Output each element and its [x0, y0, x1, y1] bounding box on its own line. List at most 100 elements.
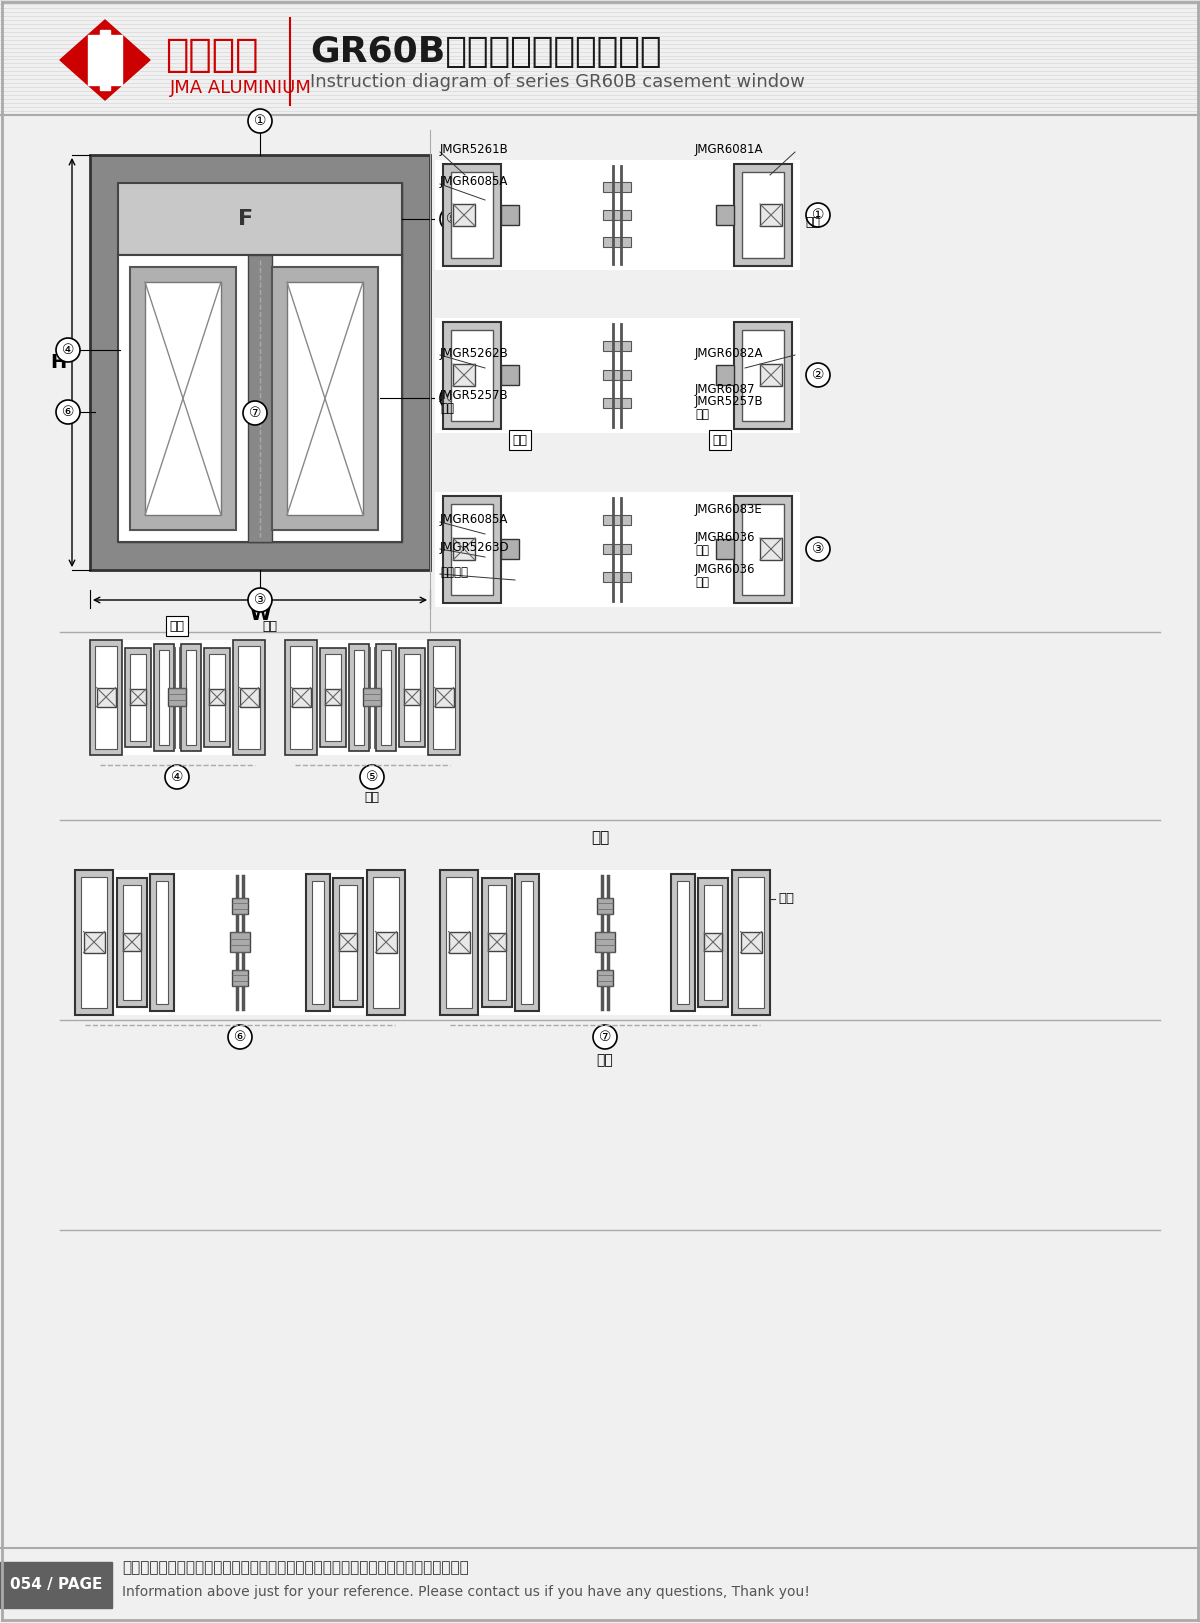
- Bar: [150, 875, 174, 1011]
- Bar: [286, 639, 317, 755]
- Text: ②: ②: [445, 391, 458, 406]
- Circle shape: [166, 764, 190, 789]
- Text: JMGR5257B: JMGR5257B: [695, 396, 763, 409]
- Text: 图中所示型材截面、装配、编号、尺寸及重量仅供参考。如有疑问，请向本公司查询。: 图中所示型材截面、装配、编号、尺寸及重量仅供参考。如有疑问，请向本公司查询。: [122, 1560, 469, 1576]
- Bar: [376, 932, 396, 953]
- Bar: [364, 688, 382, 706]
- Bar: [449, 932, 469, 953]
- Bar: [312, 881, 324, 1005]
- Bar: [248, 255, 272, 542]
- Text: ⑥: ⑥: [234, 1031, 246, 1044]
- Text: F: F: [239, 209, 253, 229]
- Text: W: W: [250, 604, 271, 623]
- Text: ⑤: ⑤: [445, 213, 458, 226]
- Bar: [230, 932, 250, 953]
- Bar: [443, 164, 502, 266]
- Bar: [604, 237, 631, 247]
- Bar: [125, 648, 151, 747]
- Text: 角码: 角码: [695, 544, 709, 557]
- Bar: [306, 875, 330, 1011]
- Bar: [340, 885, 358, 1000]
- Text: JMGR5263D: JMGR5263D: [440, 540, 510, 553]
- Circle shape: [56, 338, 80, 362]
- Text: ⑦: ⑦: [248, 406, 262, 420]
- Text: ①: ①: [811, 208, 824, 222]
- Text: JMGR6083E: JMGR6083E: [695, 503, 763, 516]
- Text: JMGR6085A: JMGR6085A: [440, 175, 509, 188]
- Bar: [292, 688, 311, 706]
- Bar: [290, 646, 312, 748]
- Bar: [168, 688, 186, 706]
- Bar: [232, 971, 248, 987]
- Bar: [90, 639, 265, 755]
- Bar: [95, 646, 118, 748]
- Circle shape: [228, 1026, 252, 1048]
- Bar: [130, 690, 146, 704]
- Bar: [742, 329, 784, 420]
- Text: ④: ④: [170, 769, 184, 784]
- Bar: [286, 639, 460, 755]
- Bar: [349, 644, 370, 751]
- Bar: [100, 29, 110, 89]
- Bar: [181, 644, 202, 751]
- Bar: [440, 870, 770, 1014]
- Bar: [84, 932, 104, 953]
- Text: 054 / PAGE: 054 / PAGE: [10, 1578, 102, 1592]
- Bar: [760, 537, 782, 560]
- Bar: [760, 204, 782, 226]
- Bar: [145, 282, 221, 514]
- Bar: [382, 649, 391, 745]
- Text: JMGR5262B: JMGR5262B: [440, 346, 509, 360]
- Bar: [0, 1561, 112, 1608]
- Text: 角码: 角码: [440, 403, 454, 415]
- Text: JMGR6081A: JMGR6081A: [695, 143, 763, 156]
- Bar: [443, 497, 502, 604]
- Text: JMGR5257B: JMGR5257B: [440, 390, 509, 403]
- Bar: [340, 933, 358, 951]
- Bar: [118, 255, 402, 542]
- Bar: [738, 876, 764, 1008]
- Text: 室外: 室外: [365, 790, 379, 803]
- Bar: [130, 654, 146, 742]
- Bar: [232, 898, 248, 914]
- Bar: [604, 182, 631, 192]
- Bar: [454, 537, 475, 560]
- Circle shape: [248, 588, 272, 612]
- Bar: [742, 505, 784, 596]
- Bar: [154, 644, 174, 751]
- Circle shape: [56, 399, 80, 424]
- Text: 角码: 角码: [695, 576, 709, 589]
- Bar: [698, 878, 728, 1006]
- Text: ③: ③: [253, 592, 266, 607]
- Circle shape: [248, 109, 272, 133]
- Bar: [287, 282, 364, 514]
- Bar: [604, 514, 631, 524]
- Bar: [443, 321, 502, 428]
- Bar: [515, 875, 539, 1011]
- Bar: [595, 932, 616, 953]
- Bar: [598, 971, 613, 987]
- Bar: [488, 933, 506, 951]
- Bar: [604, 398, 631, 407]
- Bar: [325, 654, 341, 742]
- Bar: [734, 321, 792, 428]
- Text: ④: ④: [61, 342, 74, 357]
- Bar: [760, 364, 782, 386]
- Circle shape: [360, 764, 384, 789]
- Bar: [716, 539, 734, 558]
- Text: JMGR6036: JMGR6036: [695, 531, 756, 544]
- Bar: [598, 898, 613, 914]
- Bar: [240, 688, 258, 706]
- Bar: [704, 885, 722, 1000]
- Text: 玻璃: 玻璃: [778, 893, 794, 906]
- Bar: [521, 881, 533, 1005]
- Bar: [238, 646, 260, 748]
- Text: 室外: 室外: [713, 433, 727, 446]
- Bar: [74, 870, 406, 1014]
- Bar: [716, 365, 734, 385]
- Text: H: H: [50, 352, 66, 372]
- Bar: [732, 870, 770, 1014]
- Bar: [677, 881, 689, 1005]
- Bar: [186, 649, 196, 745]
- Bar: [90, 156, 430, 570]
